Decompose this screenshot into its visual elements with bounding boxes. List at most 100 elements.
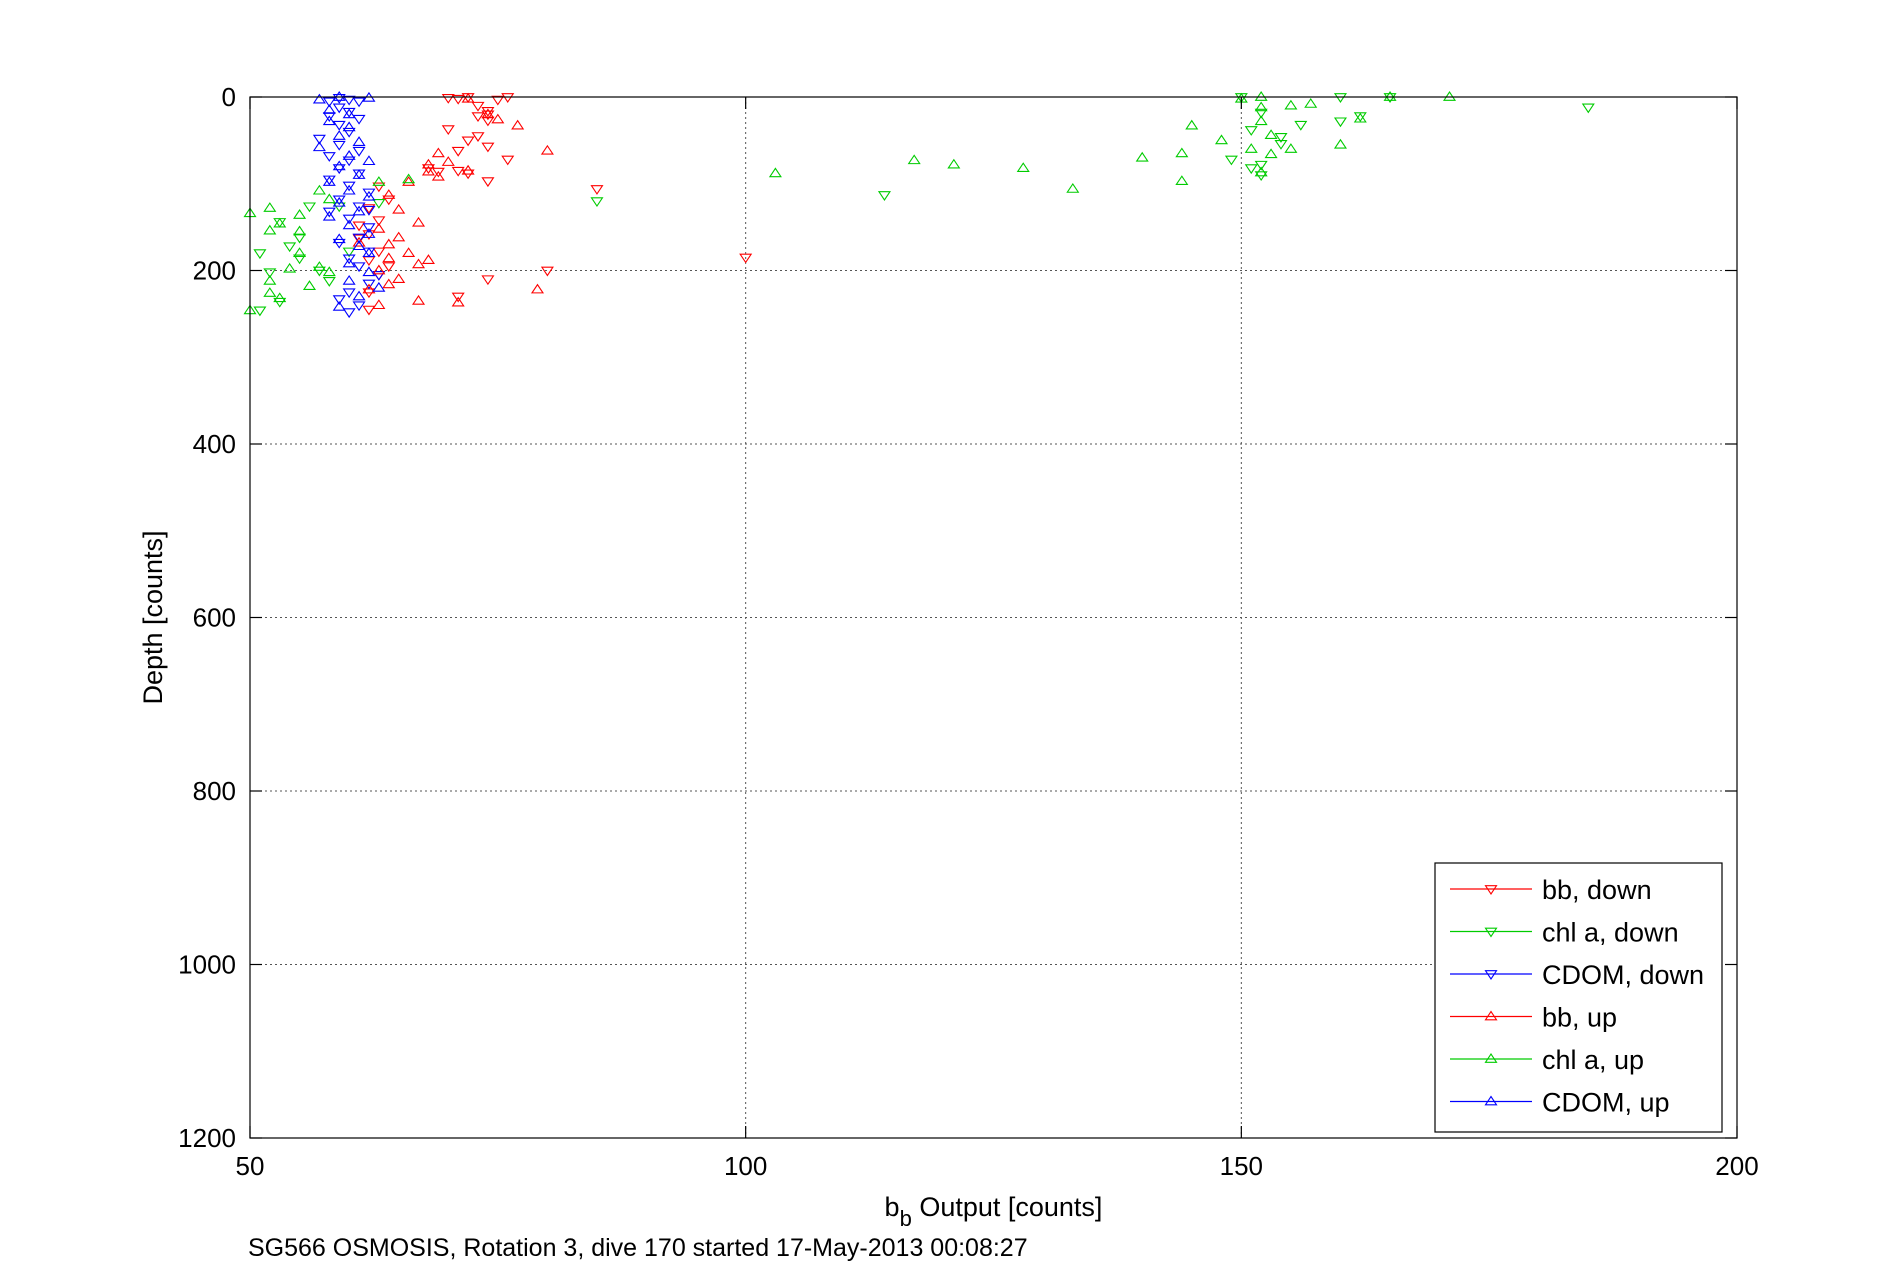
data-point (302, 202, 317, 213)
data-point (471, 132, 485, 142)
legend-marker (1484, 970, 1498, 980)
data-point (1175, 147, 1189, 158)
data-point (1214, 134, 1229, 145)
data-point (322, 115, 336, 126)
data-point (1135, 151, 1149, 162)
data-point (1383, 91, 1397, 101)
legend: bb, down chl a, down CDOM, down bb, up chl a… (1434, 862, 1723, 1133)
data-point (1581, 103, 1595, 114)
data-point (392, 203, 406, 214)
legend-label: chl a, down (1542, 918, 1679, 948)
y-tick-label: 400 (193, 429, 236, 459)
data-point (431, 170, 445, 181)
data-point (1175, 175, 1189, 185)
data-point (501, 155, 515, 166)
data-point (1383, 93, 1397, 103)
data-point (332, 195, 346, 206)
data-point (283, 242, 297, 253)
data-point (481, 275, 495, 286)
data-point (481, 108, 495, 119)
legend-marker (1484, 1053, 1498, 1063)
data-point (312, 266, 326, 277)
data-point (352, 240, 366, 251)
data-point (481, 177, 495, 188)
data-point (451, 94, 465, 105)
data-point (421, 254, 435, 264)
data-point (1264, 129, 1278, 140)
data-point (263, 287, 277, 297)
data-point (491, 95, 505, 106)
data-point (402, 176, 416, 186)
data-point (540, 266, 554, 277)
data-point (332, 91, 346, 101)
data-point (352, 205, 366, 216)
data-point (253, 306, 267, 317)
data-point (362, 283, 376, 294)
data-point (590, 197, 604, 208)
data-point (372, 299, 386, 310)
data-point (1185, 119, 1199, 130)
data-point (382, 189, 396, 199)
data-point (263, 268, 277, 279)
data-point (1254, 91, 1268, 101)
data-point (332, 295, 346, 306)
data-point (1244, 143, 1258, 153)
data-point (322, 266, 336, 277)
data-point (451, 296, 465, 307)
legend-label: CDOM, up (1542, 1088, 1670, 1118)
data-point (332, 202, 346, 213)
data-point (362, 228, 376, 238)
data-points (243, 91, 1595, 319)
data-point (332, 196, 346, 207)
data-point (947, 158, 961, 169)
legend-marker (1484, 927, 1498, 938)
data-point (382, 278, 396, 289)
data-point (1353, 112, 1367, 123)
data-point (421, 158, 435, 169)
data-point (411, 258, 426, 269)
data-point (352, 301, 366, 312)
data-point (352, 290, 366, 301)
data-point (312, 141, 326, 152)
data-point (283, 262, 297, 273)
y-axis-label: Depth [counts] (138, 530, 168, 704)
data-point (1294, 120, 1308, 131)
data-point (392, 273, 406, 284)
data-point (372, 182, 386, 193)
data-point (322, 277, 336, 287)
data-point (1284, 143, 1298, 153)
data-point (312, 93, 326, 104)
data-point (322, 152, 336, 162)
data-point (342, 108, 356, 119)
data-point (590, 185, 604, 195)
data-point (1244, 164, 1258, 175)
data-point (273, 297, 287, 308)
data-point (342, 127, 356, 138)
data-point (1264, 148, 1278, 159)
data-point (332, 120, 346, 131)
data-point (372, 176, 386, 186)
legend-marker (1484, 1095, 1498, 1106)
data-point (1224, 155, 1238, 166)
figure-caption: SG566 OSMOSIS, Rotation 3, dive 170 star… (248, 1234, 1028, 1262)
data-point (1274, 139, 1288, 150)
data-point (342, 288, 356, 299)
data-point (342, 247, 356, 258)
data-point (451, 292, 465, 303)
data-point (312, 261, 326, 271)
data-point (293, 254, 307, 265)
data-point (352, 169, 366, 179)
data-point (739, 253, 753, 264)
data-point (332, 164, 346, 175)
data-point (342, 257, 356, 268)
data-point (362, 188, 376, 199)
x-axis-label-rest: Output [counts] (912, 1192, 1103, 1222)
data-point (1254, 108, 1268, 119)
data-point (362, 247, 376, 257)
data-point (332, 160, 346, 171)
data-point (352, 136, 366, 146)
data-point (1333, 117, 1347, 128)
data-point (322, 104, 336, 114)
data-point (372, 216, 386, 227)
